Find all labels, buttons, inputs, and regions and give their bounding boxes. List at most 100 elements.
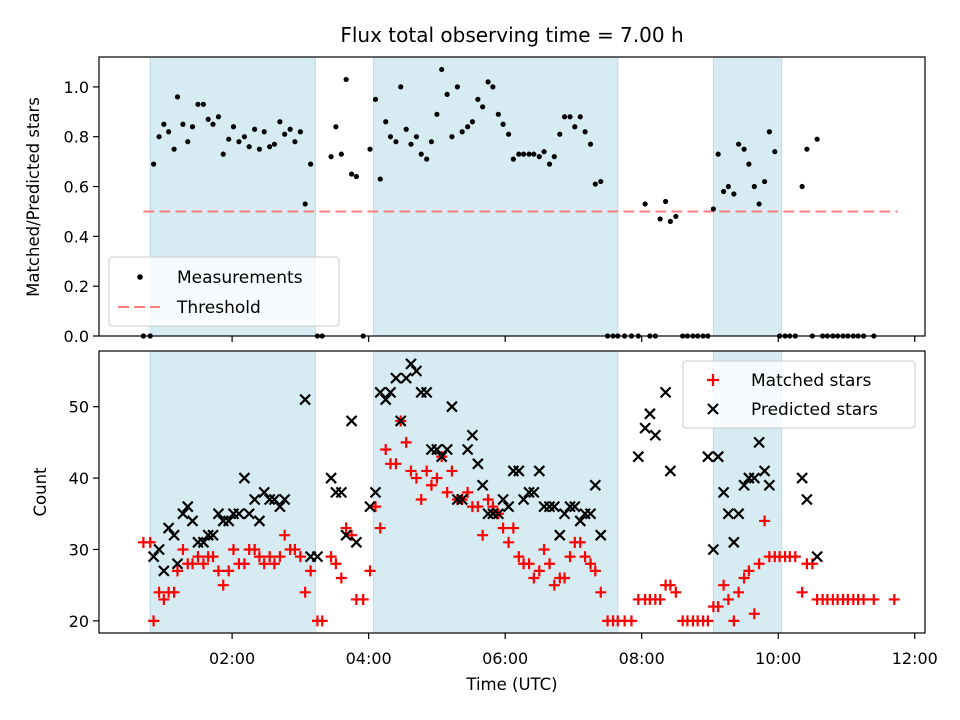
predicted-star-point xyxy=(171,557,184,570)
measurement-point xyxy=(230,124,237,130)
predicted-star-point xyxy=(502,500,515,513)
measurement-point xyxy=(343,76,349,83)
predicted-star-point xyxy=(753,436,765,449)
predicted-star-point xyxy=(364,500,376,513)
matched-star-point xyxy=(462,486,474,498)
predicted-star-point xyxy=(405,358,417,370)
matched-star-point xyxy=(238,558,250,570)
matched-star-point xyxy=(223,565,235,577)
predicted-star-point xyxy=(748,472,761,484)
matched-star-point xyxy=(579,551,591,563)
predicted-star-point xyxy=(659,386,672,399)
measurement-point xyxy=(459,129,465,135)
measurement-point xyxy=(418,151,424,157)
measurement-point xyxy=(561,114,568,120)
matched-star-point xyxy=(357,593,369,605)
matched-star-point xyxy=(172,565,184,577)
predicted-star-point xyxy=(712,450,724,463)
y-tick-label: 0.2 xyxy=(64,277,89,296)
shaded-window xyxy=(149,350,316,634)
measurement-point xyxy=(567,114,573,120)
predicted-star-point xyxy=(461,443,474,456)
matched-star-point xyxy=(431,472,443,484)
measurement-point xyxy=(521,151,527,157)
matched-star-point xyxy=(410,472,422,484)
matched-star-point xyxy=(670,586,682,598)
predicted-star-point xyxy=(533,465,546,477)
predicted-star-point xyxy=(202,529,215,541)
matched-star-point xyxy=(868,593,880,605)
matched-star-point xyxy=(197,558,209,570)
measurement-point xyxy=(413,134,420,140)
predicted-star-point xyxy=(717,486,730,499)
legend-threshold-label: Threshold xyxy=(176,298,261,318)
measurement-point xyxy=(434,111,440,117)
predicted-star-point xyxy=(497,493,509,506)
matched-star-point xyxy=(217,579,229,591)
matched-star-point xyxy=(789,551,801,563)
ratio-legend: Measurements Threshold xyxy=(108,256,340,327)
measurement-point xyxy=(256,146,263,152)
predicted-star-point xyxy=(268,493,281,506)
predicted-star-point xyxy=(451,493,464,506)
measurement-point xyxy=(485,79,491,85)
matched-star-point xyxy=(548,579,560,591)
matched-star-point xyxy=(796,586,808,598)
predicted-star-point xyxy=(158,565,170,577)
matched-star-point xyxy=(148,615,160,627)
legend-predicted-label: Predicted stars xyxy=(751,400,878,420)
measurement-point xyxy=(516,151,522,157)
matched-star-point xyxy=(523,558,535,570)
predicted-star-point xyxy=(702,450,714,463)
measurement-point xyxy=(642,201,648,207)
measurement-point xyxy=(495,111,501,117)
measurement-point xyxy=(215,114,222,120)
matched-star-point xyxy=(158,593,170,605)
measurement-point xyxy=(673,213,679,220)
matched-star-point xyxy=(253,551,265,563)
predicted-star-point xyxy=(186,515,199,527)
predicted-star-point xyxy=(811,550,823,563)
predicted-star-point xyxy=(274,500,286,513)
matched-star-point xyxy=(733,586,745,598)
x-tick-label: 08:00 xyxy=(619,649,665,668)
matched-star-point xyxy=(264,551,276,563)
matched-star-point xyxy=(625,615,637,627)
measurement-point xyxy=(241,134,248,140)
measurement-point xyxy=(731,191,737,197)
measurement-point xyxy=(490,84,496,90)
measurement-point xyxy=(156,134,162,140)
predicted-star-point xyxy=(456,493,468,506)
matched-star-point xyxy=(472,501,484,513)
measurement-point xyxy=(297,129,303,135)
measurement-point xyxy=(715,151,721,157)
matched-star-point xyxy=(274,551,286,563)
measurement-point xyxy=(582,129,588,135)
matched-star-point xyxy=(513,551,525,563)
predicted-star-point xyxy=(325,472,337,484)
matched-star-point xyxy=(858,593,870,605)
matched-star-point xyxy=(380,444,392,456)
matched-star-point xyxy=(441,486,453,498)
matched-star-point xyxy=(289,543,301,555)
measurement-point xyxy=(205,116,211,122)
matched-star-point xyxy=(574,536,586,548)
shaded-window xyxy=(712,56,783,337)
predicted-star-point xyxy=(238,472,251,484)
measurement-point xyxy=(772,149,778,155)
matched-star-point xyxy=(722,593,734,605)
predicted-star-point xyxy=(649,429,662,442)
matched-star-point xyxy=(503,536,515,548)
matched-star-point xyxy=(589,565,601,577)
predicted-star-point xyxy=(664,465,677,477)
matched-star-point xyxy=(369,501,381,513)
measurement-point xyxy=(587,141,594,147)
shaded-window xyxy=(372,56,619,337)
predicted-star-point xyxy=(278,493,291,506)
predicted-star-point xyxy=(528,486,540,499)
predicted-star-point xyxy=(589,479,602,491)
legend-matched-marker xyxy=(707,374,719,386)
measurement-point xyxy=(333,124,339,130)
predicted-star-point xyxy=(431,443,443,456)
